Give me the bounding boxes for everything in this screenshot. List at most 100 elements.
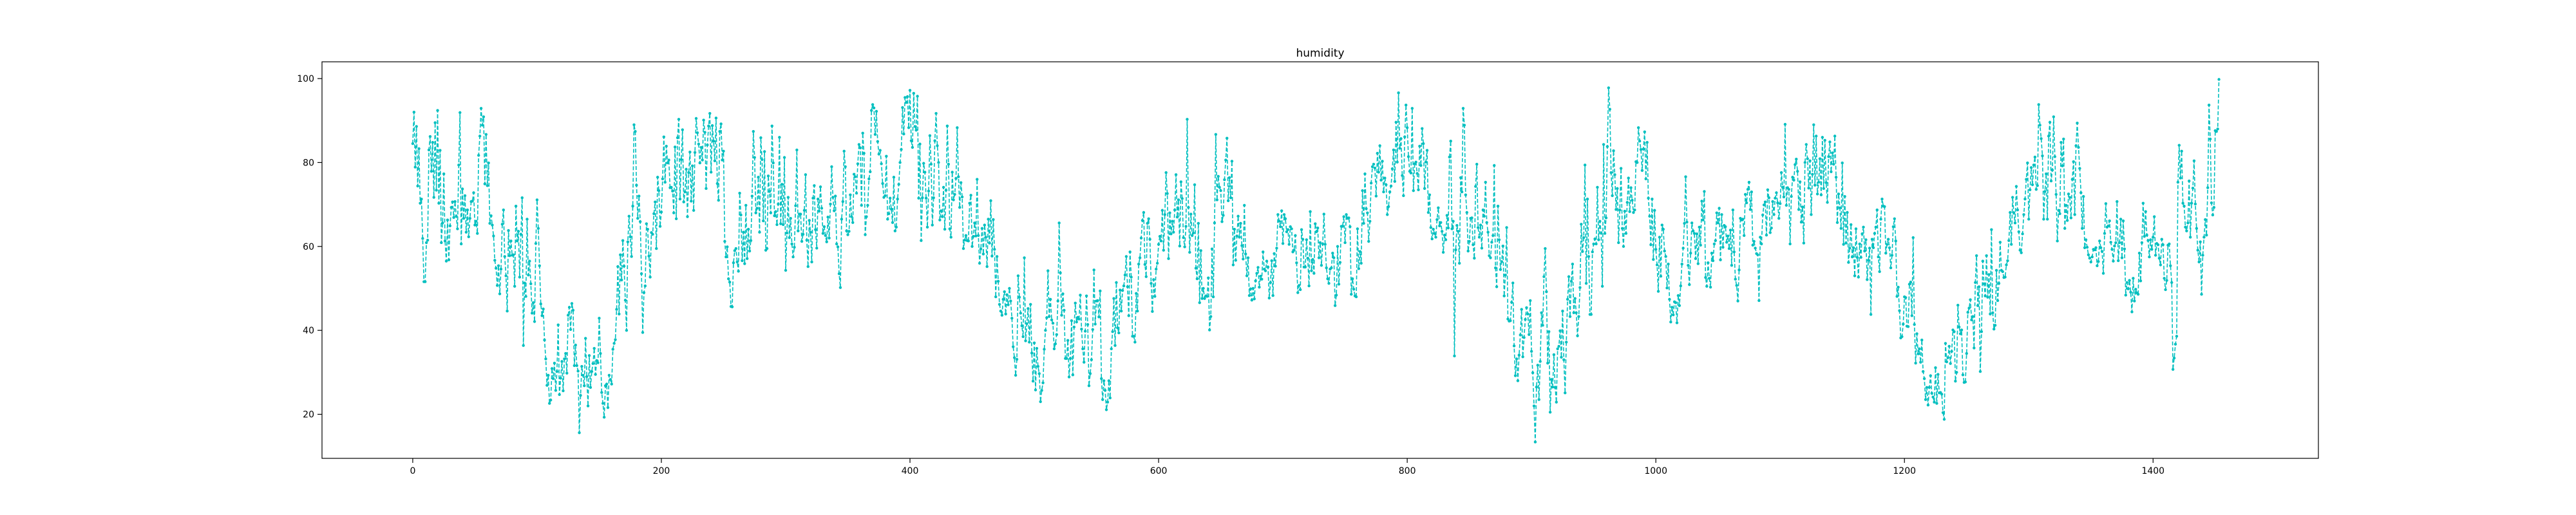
x-tick-label: 400 [902,466,919,476]
data-point [2188,179,2191,183]
data-point [1048,315,1051,318]
data-point [1826,201,1829,204]
data-point [1500,260,1504,263]
data-point [492,234,495,238]
data-point [878,149,882,152]
data-point [1600,231,1603,235]
data-point [1566,297,1569,301]
data-point [1270,259,1273,263]
data-point [2012,211,2016,214]
data-point [1833,135,1837,138]
data-point [1077,317,1081,321]
data-point [909,139,913,142]
data-point [940,209,943,212]
data-point [1179,180,1183,183]
data-point [2003,276,2007,279]
data-point [674,217,678,220]
data-point [1797,208,1801,211]
data-point [657,189,661,192]
data-point [830,165,833,169]
data-point [1158,234,1162,238]
data-point [1511,281,1515,285]
data-point [706,143,709,147]
data-point [498,292,502,295]
data-point [1394,120,1397,124]
data-point [2197,260,2201,264]
data-point [892,176,896,179]
data-point [2130,310,2134,314]
data-point [1553,386,1557,389]
data-point [779,222,782,225]
data-point [1233,227,1236,231]
data-point [999,310,1003,313]
data-point [1747,180,1751,184]
data-point [929,162,933,166]
x-tick-label: 800 [1399,466,1416,476]
data-point [1231,263,1235,267]
data-point [1681,247,1685,250]
data-point [1703,190,1706,193]
data-point [1480,247,1484,250]
data-point [801,232,805,236]
data-point [788,236,791,239]
data-point [1548,411,1552,414]
data-point [443,239,447,243]
data-point [2067,192,2070,196]
data-point [1617,241,1620,245]
data-point [1434,236,1437,239]
data-point [1955,371,1958,374]
data-point [1455,224,1459,227]
data-point [834,194,837,198]
data-point [448,224,452,228]
data-point [2040,137,2043,140]
x-axis: 0 200 400 600 800 1000 1200 1400 [410,458,2164,476]
data-point [1684,175,1687,178]
data-point [1197,221,1200,225]
data-point [1768,231,1772,234]
data-point [954,177,958,180]
data-point [1210,247,1214,250]
data-point [2161,243,2164,247]
data-point [2049,179,2053,183]
data-point [819,185,822,189]
data-point [877,153,880,156]
data-point [1783,122,1787,126]
data-point [1068,357,1072,360]
x-tick-label: 1000 [1644,466,1667,476]
data-point [2191,187,2195,190]
data-point [1993,324,1997,327]
data-point [1007,303,1010,306]
data-point [1138,256,1142,259]
data-point [1220,220,1224,223]
data-point [1132,335,1135,338]
data-point [2052,115,2056,118]
data-point [1526,312,1530,315]
data-point [1993,328,1996,331]
data-point [1080,328,1083,331]
data-point [1922,377,1926,380]
data-point [1522,336,1526,339]
data-point [1419,164,1423,167]
data-point [1842,243,1845,246]
data-point [2023,197,2027,201]
data-point [1517,353,1521,357]
data-point [1973,346,1976,350]
data-point [659,211,663,214]
data-point [1039,400,1042,404]
data-point [1510,301,1513,304]
data-point [865,215,868,218]
data-point [1847,261,1850,264]
data-point [1177,198,1180,201]
data-point [512,253,515,257]
data-point [1160,209,1164,212]
data-point [1223,178,1226,182]
data-point [1909,281,1913,284]
data-point [1536,364,1539,367]
data-point [1307,284,1311,288]
data-point [1239,221,1242,225]
data-point [1111,330,1114,333]
data-point [1130,276,1133,279]
data-point [1449,140,1452,143]
data-point [809,230,812,234]
data-point [1869,313,1873,316]
